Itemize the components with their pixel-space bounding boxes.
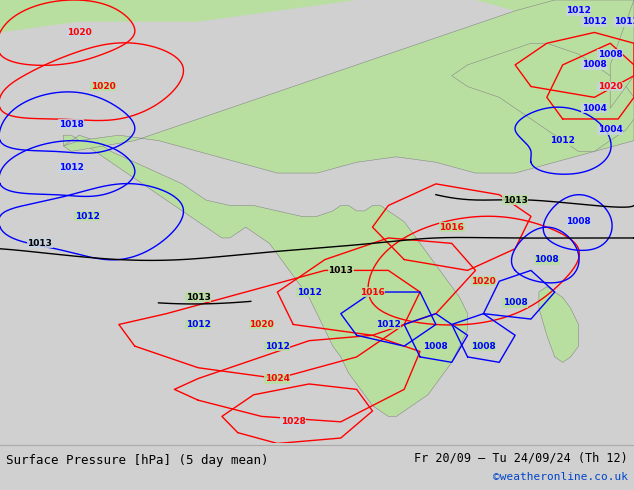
Text: 1016: 1016 — [360, 288, 385, 296]
Text: 1004: 1004 — [582, 104, 607, 113]
Text: 1016: 1016 — [582, 60, 607, 70]
Text: 1004: 1004 — [598, 125, 623, 134]
Text: 1008: 1008 — [566, 217, 591, 226]
Text: 1012: 1012 — [614, 17, 634, 26]
Text: 1012: 1012 — [186, 320, 210, 329]
Text: Surface Pressure [hPa] (5 day mean): Surface Pressure [hPa] (5 day mean) — [6, 454, 269, 467]
Polygon shape — [63, 0, 634, 173]
Text: 1012: 1012 — [582, 17, 607, 26]
Polygon shape — [63, 135, 468, 416]
Polygon shape — [610, 0, 634, 108]
Text: 1020: 1020 — [471, 277, 496, 286]
Text: 1016: 1016 — [439, 222, 464, 232]
Text: 1012: 1012 — [59, 163, 84, 172]
Polygon shape — [451, 43, 634, 151]
Text: ©weatheronline.co.uk: ©weatheronline.co.uk — [493, 472, 628, 482]
Text: 1024: 1024 — [265, 374, 290, 383]
Text: 1020: 1020 — [91, 82, 115, 91]
Text: 1012: 1012 — [265, 342, 290, 351]
Text: 1020: 1020 — [67, 28, 92, 37]
Polygon shape — [539, 287, 579, 362]
Text: 1008: 1008 — [582, 60, 607, 70]
Text: 1012: 1012 — [550, 136, 575, 145]
Text: Fr 20/09 – Tu 24/09/24 (Th 12): Fr 20/09 – Tu 24/09/24 (Th 12) — [414, 452, 628, 465]
Text: 1008: 1008 — [534, 255, 559, 264]
Text: 1013: 1013 — [328, 266, 353, 275]
Text: 1012: 1012 — [297, 288, 321, 296]
Text: 1008: 1008 — [503, 298, 527, 307]
Text: 1012: 1012 — [566, 6, 591, 15]
Text: 1012: 1012 — [376, 320, 401, 329]
Text: 1012: 1012 — [75, 212, 100, 221]
Text: 1020: 1020 — [598, 82, 623, 91]
Text: 1008: 1008 — [598, 49, 623, 59]
Text: 1020: 1020 — [249, 320, 274, 329]
Text: 1013: 1013 — [27, 239, 52, 248]
Text: 1018: 1018 — [59, 120, 84, 129]
Text: 1008: 1008 — [471, 342, 496, 351]
Polygon shape — [0, 0, 634, 32]
Text: 1013: 1013 — [186, 293, 210, 302]
Text: 1008: 1008 — [424, 342, 448, 351]
Text: 1013: 1013 — [503, 196, 527, 205]
Text: 1028: 1028 — [281, 417, 306, 426]
